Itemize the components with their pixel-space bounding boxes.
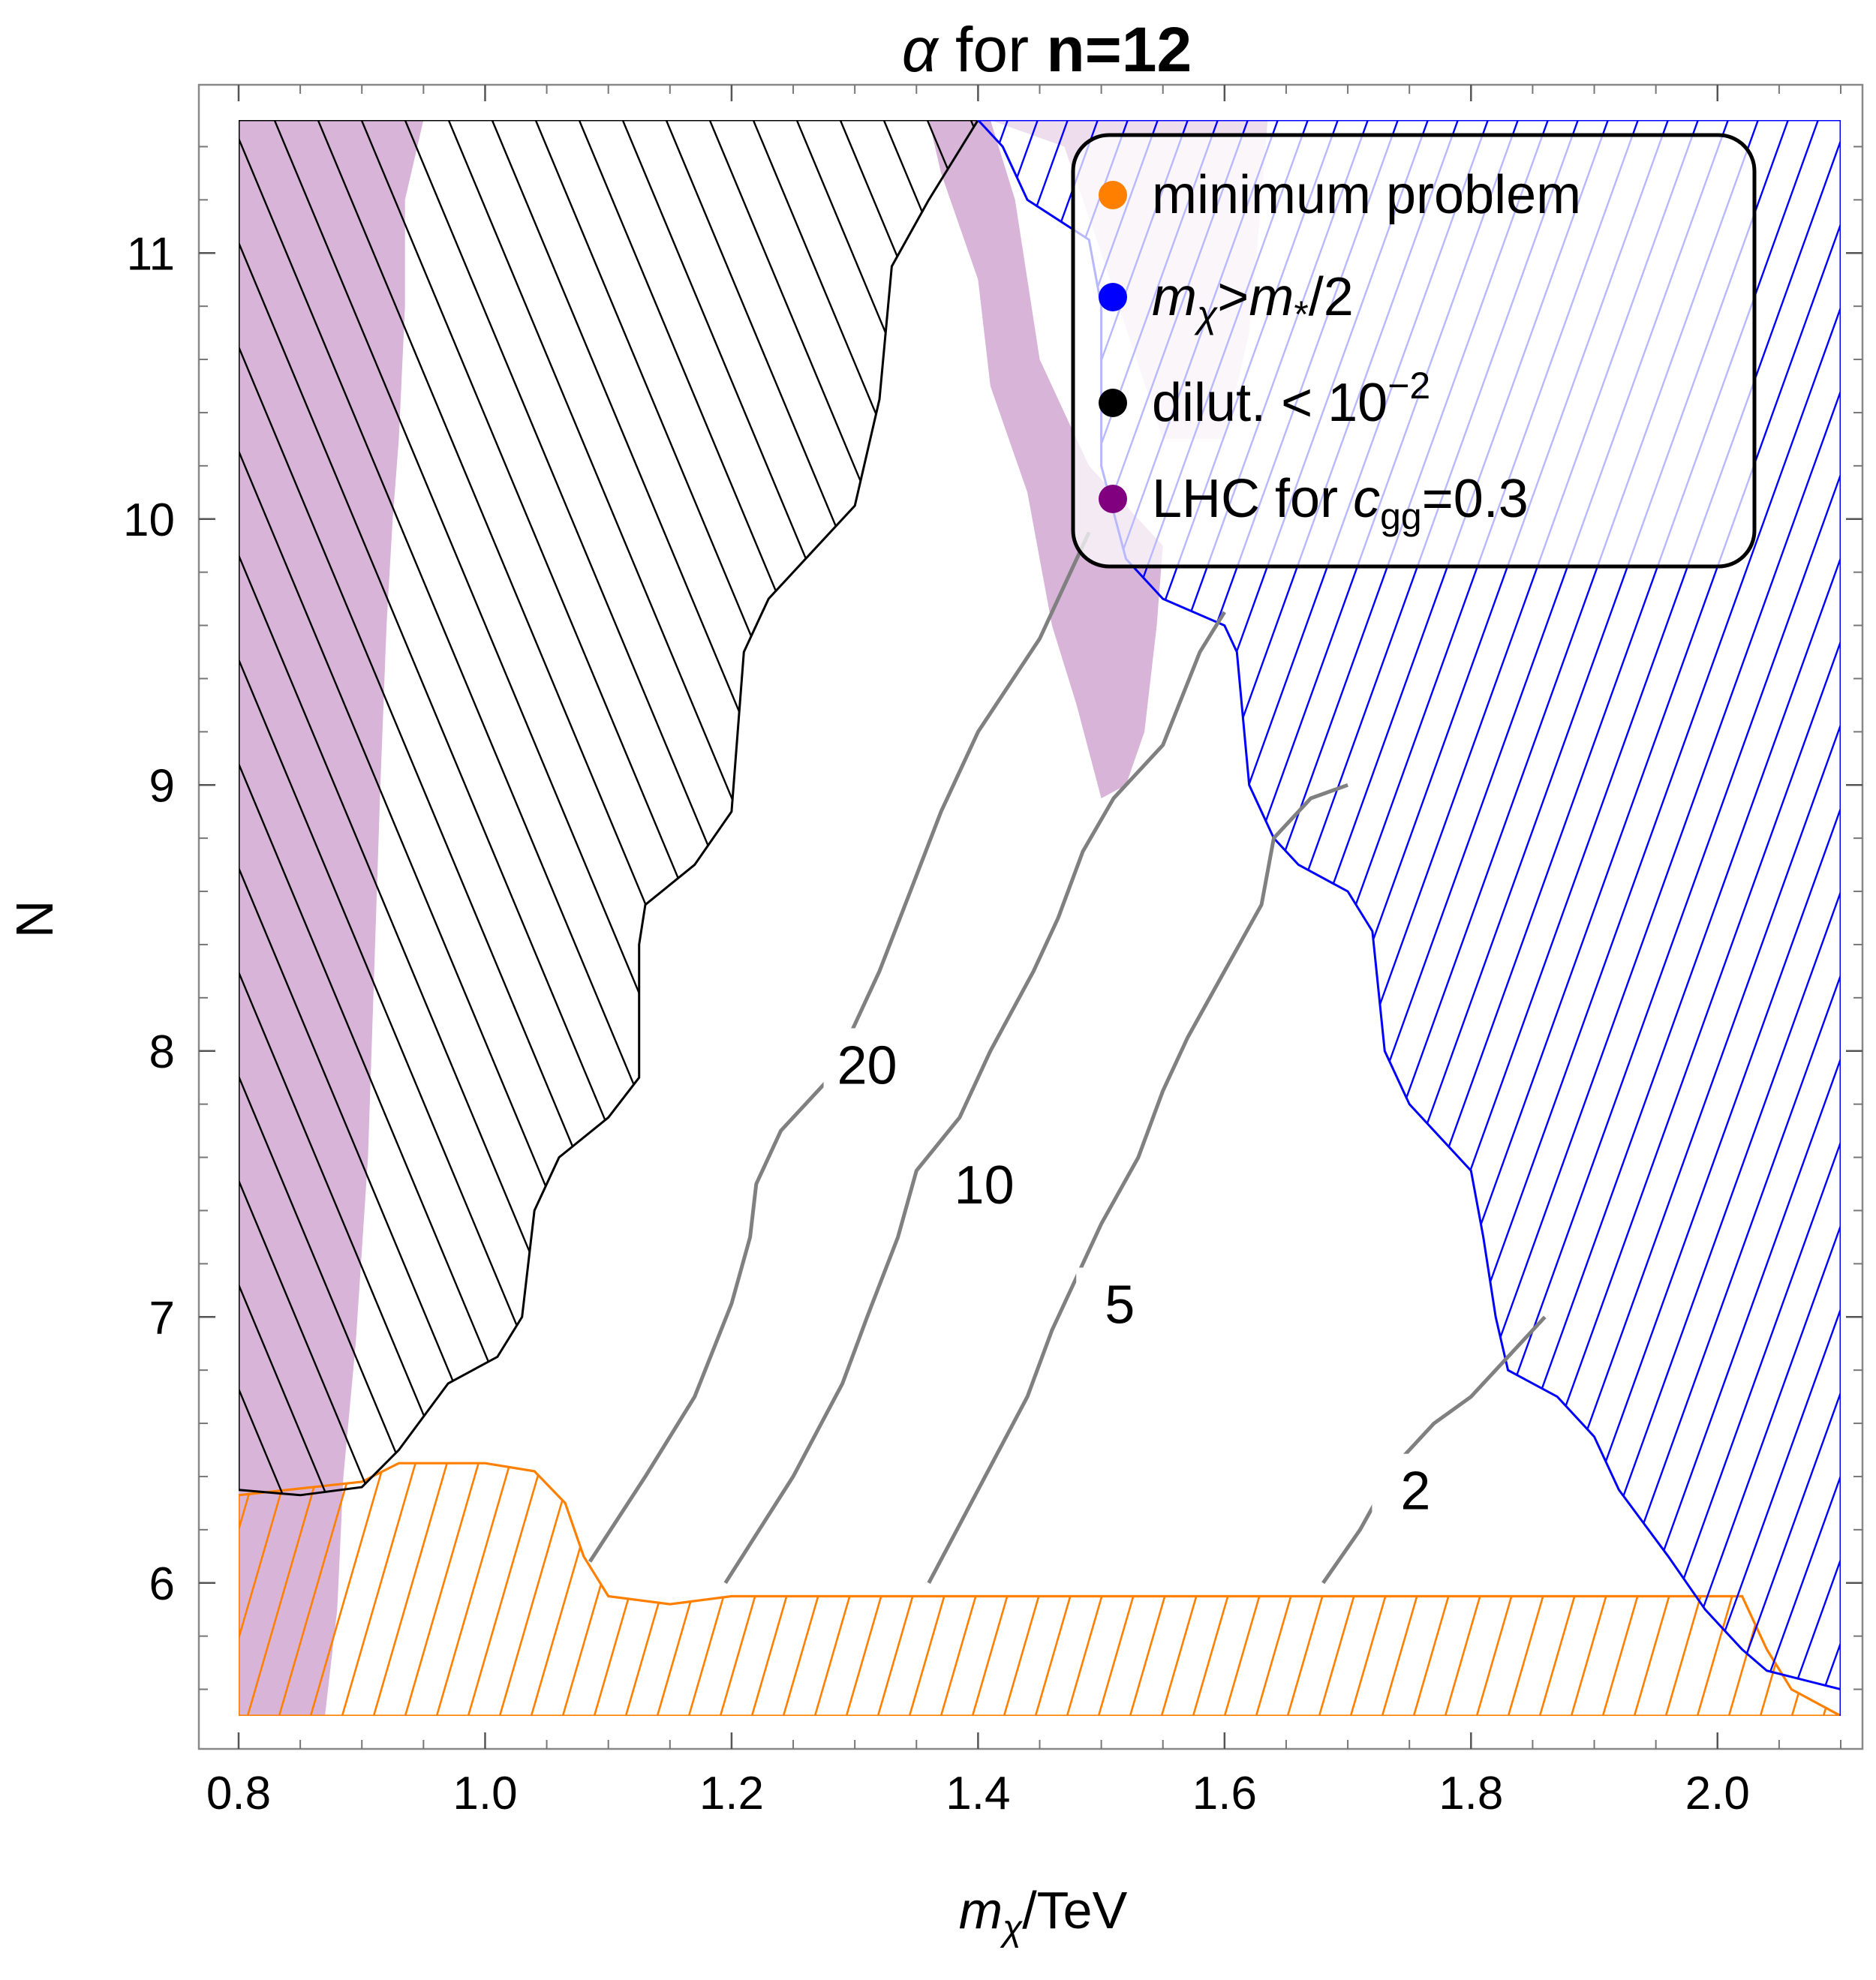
contour-line-10 xyxy=(723,611,1226,1585)
mchi-hatch-line xyxy=(1693,120,1841,1716)
x-axis-label: mχ/TeV xyxy=(959,1881,1128,1948)
xlabel-var: m xyxy=(959,1881,1003,1939)
chart-title: α for n=12 xyxy=(902,14,1192,85)
contour-line-2 xyxy=(1321,1315,1547,1585)
dilution-hatch-line xyxy=(239,120,420,1495)
dilution-hatch-line xyxy=(752,120,979,1495)
legend: minimum problem mχ>m*/2 dilut. < 10−2 LH… xyxy=(1071,133,1757,569)
lhc-central-spike xyxy=(928,120,1163,798)
minimum-hatch-line xyxy=(341,1463,807,1716)
legend-text-dilut: dilut. < 10−2 xyxy=(1152,365,1430,433)
y-tick-label: 7 xyxy=(149,1292,175,1344)
mchi-hatch-line xyxy=(978,120,979,1716)
minimum-hatch-line xyxy=(435,1463,901,1716)
xlabel-sub: χ xyxy=(1000,1909,1023,1948)
minimum-boundary xyxy=(239,1462,1841,1716)
title-middle: for xyxy=(938,14,1047,85)
mchi-hatch-line xyxy=(1663,120,1841,1716)
dilution-hatch-line xyxy=(239,120,377,1495)
legend-item-lhc: LHC for cgg=0.3 xyxy=(1099,469,1529,537)
title-alpha: α xyxy=(902,14,940,85)
contour-label-20: 20 xyxy=(837,1035,897,1095)
xlabel-unit: /TeV xyxy=(1022,1881,1127,1939)
legend-item-minimum: minimum problem xyxy=(1099,165,1581,225)
minimum-problem-region xyxy=(239,1462,1841,1716)
legend-text-mchi: mχ>m*/2 xyxy=(1152,267,1354,335)
legend-item-dilut: dilut. < 10−2 xyxy=(1099,365,1430,433)
x-tick-label: 1.0 xyxy=(452,1768,517,1819)
x-tick-label: 1.6 xyxy=(1192,1768,1257,1819)
dilution-boundary xyxy=(239,120,980,1497)
y-tick-label: 6 xyxy=(149,1558,175,1610)
y-tick-label: 10 xyxy=(123,494,175,546)
mchi-hatch-line xyxy=(344,120,918,1716)
x-tick-label: 1.8 xyxy=(1439,1768,1503,1819)
mchi-hatch-line xyxy=(978,120,1039,1716)
legend-box xyxy=(1071,133,1757,569)
dilution-hatch-line xyxy=(360,120,979,1495)
x-tick-label: 2.0 xyxy=(1685,1768,1750,1819)
contour-label-bg-5 xyxy=(1076,1267,1164,1337)
legend-item-mchi: mχ>m*/2 xyxy=(1099,267,1354,335)
contour-lines: 20 10 5 2 xyxy=(588,531,1547,1585)
mchi-hatch-line xyxy=(1723,120,1841,1716)
dilution-hatch-line xyxy=(404,120,979,1495)
legend-text-lhc: LHC for cgg=0.3 xyxy=(1152,469,1529,537)
legend-marker-minimum xyxy=(1099,181,1127,209)
mchi-hatch-line xyxy=(978,120,1129,1716)
mchi-hatch-line xyxy=(1543,120,1841,1716)
y-tick-label: 8 xyxy=(149,1026,175,1078)
contour-label-10: 10 xyxy=(955,1155,1015,1215)
legend-marker-lhc xyxy=(1099,485,1127,513)
minimum-hatch-line xyxy=(530,1463,996,1716)
contour-label-bg-2 xyxy=(1372,1453,1460,1523)
plot-frame xyxy=(197,83,1864,1750)
contour-label-bg-10 xyxy=(940,1148,1028,1217)
contour-label-2: 2 xyxy=(1400,1462,1430,1522)
minimum-hatch-line xyxy=(372,1463,838,1716)
legend-text-minimum: minimum problem xyxy=(1152,165,1581,225)
contour-line-5 xyxy=(927,783,1348,1584)
dilution-hatch-line xyxy=(1798,120,1876,1716)
mchi-hatch-line xyxy=(1813,120,1841,1716)
mchi-hatch-line xyxy=(1603,120,1841,1716)
legend-marker-dilut xyxy=(1099,389,1127,417)
dilution-hatch-line xyxy=(239,120,464,1495)
y-tick-label: 11 xyxy=(127,228,175,280)
x-tick-label: 1.2 xyxy=(699,1768,764,1819)
lhc-left-band xyxy=(239,120,424,1716)
dilution-hatch-line xyxy=(708,120,979,1495)
mchi-hatch-line xyxy=(1513,120,1841,1716)
x-tick-label: 0.8 xyxy=(206,1768,271,1819)
x-tick-label: 1.4 xyxy=(946,1768,1010,1819)
dilution-hatch-line xyxy=(317,120,979,1495)
contour-label-bg-20 xyxy=(823,1028,911,1098)
minimum-hatch-line xyxy=(498,1463,964,1716)
dilution-hatch-line xyxy=(239,120,507,1495)
minimum-hatch-line xyxy=(404,1463,870,1716)
y-axis-label: N xyxy=(5,900,64,939)
mchi-hatch-line xyxy=(374,120,948,1716)
title-bold: n=12 xyxy=(1046,14,1192,85)
minimum-hatch-line xyxy=(467,1463,933,1716)
dilution-hatch-line xyxy=(665,120,979,1495)
axis-ticks: 0.8 1.0 1.2 1.4 1.6 1.8 2.0 6 7 8 9 10 11 xyxy=(123,85,1862,1819)
minimum-hatch-line xyxy=(656,1463,1122,1716)
legend-marker-mchi xyxy=(1099,283,1127,311)
mchi-hatch-line xyxy=(1573,120,1841,1716)
contour-label-5: 5 xyxy=(1105,1275,1135,1336)
mchi-hatch-line xyxy=(1633,120,1841,1716)
y-tick-label: 9 xyxy=(149,760,175,812)
mchi-hatch-line xyxy=(978,120,1069,1716)
mchi-hatch-line xyxy=(134,120,708,1716)
